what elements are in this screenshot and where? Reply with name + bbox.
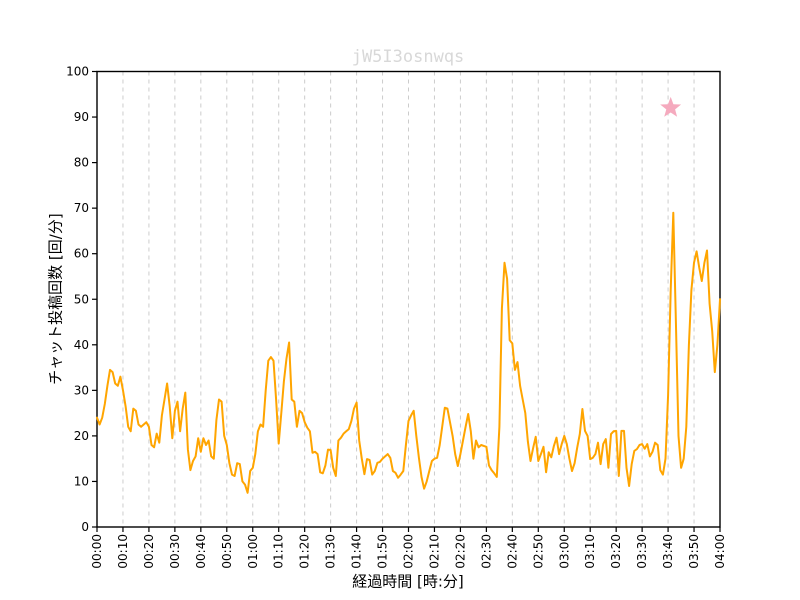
x-tick-label: 01:40 — [350, 534, 364, 569]
x-tick-label: 03:30 — [635, 534, 649, 569]
y-tick-label: 40 — [74, 338, 89, 352]
x-tick-label: 01:50 — [376, 534, 390, 569]
x-tick-label: 01:20 — [298, 534, 312, 569]
chart-title: jW5I3osnwqs — [351, 47, 465, 67]
x-tick-label: 02:40 — [505, 534, 519, 569]
y-tick-label: 0 — [81, 520, 89, 534]
x-tick-label: 03:00 — [557, 534, 571, 569]
y-tick-label: 80 — [74, 156, 89, 170]
x-tick-label: 03:40 — [661, 534, 675, 569]
data-line — [96, 211, 721, 494]
x-tick-label: 03:50 — [687, 534, 701, 569]
y-tick-label: 90 — [74, 110, 89, 124]
x-tick-label: 01:00 — [246, 534, 260, 569]
x-tick-label: 02:20 — [453, 534, 467, 569]
x-tick-label: 00:40 — [194, 534, 208, 569]
x-tick-label: 00:50 — [220, 534, 234, 569]
y-tick-label: 50 — [74, 292, 89, 306]
x-tick-label: 03:20 — [609, 534, 623, 569]
x-tick-label: 00:20 — [142, 534, 156, 569]
x-tick-label: 00:10 — [116, 534, 130, 569]
x-tick-label: 02:50 — [531, 534, 545, 569]
y-axis-label: チャット投稿回数 [回/分] — [46, 213, 65, 385]
x-axis-label: 経過時間 [時:分] — [352, 572, 464, 591]
x-tick-label: 01:30 — [324, 534, 338, 569]
x-tick-label: 01:10 — [272, 534, 286, 569]
x-tick-label: 00:00 — [90, 534, 104, 569]
y-tick-label: 20 — [74, 429, 89, 443]
y-tick-label: 70 — [74, 201, 89, 215]
y-tick-label: 30 — [74, 383, 89, 397]
x-tick-label: 02:00 — [402, 534, 416, 569]
x-tick-label: 04:00 — [713, 534, 727, 569]
x-tick-label: 02:10 — [427, 534, 441, 569]
y-tick-label: 60 — [74, 247, 89, 261]
y-tick-label: 100 — [66, 65, 89, 79]
x-tick-label: 03:10 — [583, 534, 597, 569]
star-marker — [660, 96, 682, 117]
y-tick-label: 10 — [74, 474, 89, 488]
x-tick-label: 02:30 — [479, 534, 493, 569]
x-tick-label: 00:30 — [168, 534, 182, 569]
